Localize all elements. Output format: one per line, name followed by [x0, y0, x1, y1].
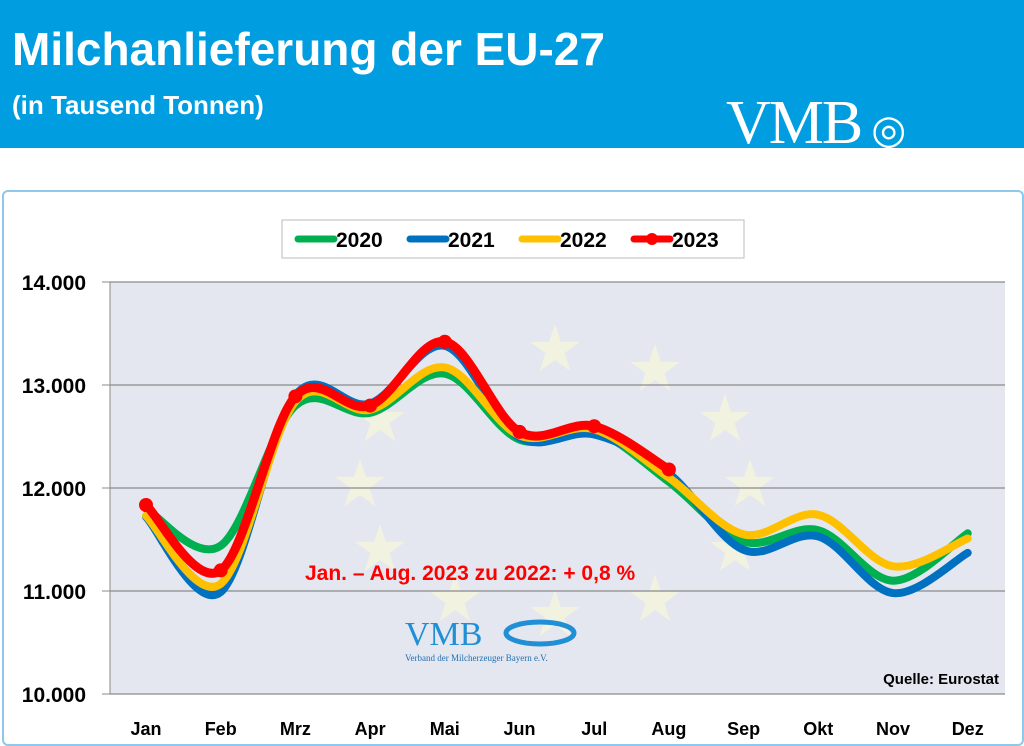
y-tick-label: 10.000	[22, 684, 86, 707]
data-point-2023	[288, 389, 303, 404]
eu-star	[430, 574, 480, 622]
y-tick-label: 12.000	[22, 478, 86, 501]
y-tick-label: 13.000	[22, 375, 86, 398]
annotation: Jan. – Aug. 2023 zu 2022: + 0,8 %	[305, 562, 635, 585]
data-point-2023	[213, 563, 228, 578]
eu-star	[355, 394, 405, 442]
x-tick-label: Nov	[876, 719, 910, 739]
x-tick-label: Dez	[952, 719, 984, 739]
eu-star	[700, 394, 750, 442]
eu-star	[530, 589, 580, 637]
data-point-2023	[587, 419, 602, 434]
x-tick-label: Mrz	[280, 719, 311, 739]
x-tick-label: Apr	[355, 719, 386, 739]
data-point-2023	[512, 424, 527, 439]
legend-label-2022: 2022	[560, 229, 607, 252]
y-tick-label: 11.000	[23, 581, 86, 604]
page-title: Milchanlieferung der EU-27	[12, 23, 606, 75]
eu-star	[530, 324, 580, 372]
eu-star	[630, 574, 680, 622]
data-point-2023	[139, 497, 153, 512]
x-tick-label: Jan	[130, 719, 161, 739]
y-tick-label: 14.000	[22, 272, 86, 295]
eu-star	[725, 459, 775, 507]
eu-star	[630, 344, 680, 392]
watermark-swirl	[503, 619, 577, 647]
watermark-logo: VMB	[405, 616, 482, 653]
x-tick-label: Jul	[581, 719, 607, 739]
data-point-2023	[363, 398, 378, 413]
legend-marker-2023	[646, 233, 658, 245]
data-point-2023	[661, 462, 676, 477]
x-tick-label: Sep	[727, 719, 760, 739]
page-subtitle: (in Tausend Tonnen)	[12, 90, 264, 120]
vmb-logo: VMB ◎	[726, 89, 906, 157]
eu-star	[335, 459, 385, 507]
watermark-subtitle: Verband der Milcherzeuger Bayern e.V.	[405, 653, 548, 663]
x-tick-label: Mai	[430, 719, 460, 739]
header-banner: Milchanlieferung der EU-27 (in Tausend T…	[0, 0, 1024, 157]
x-tick-label: Okt	[803, 719, 833, 739]
x-tick-label: Jun	[503, 719, 535, 739]
data-point-2023	[437, 334, 452, 349]
legend-label-2020: 2020	[336, 229, 383, 252]
legend-label-2021: 2021	[448, 229, 495, 252]
x-tick-label: Aug	[651, 719, 686, 739]
x-tick-label: Feb	[205, 719, 237, 739]
eu-star	[355, 524, 405, 572]
source-note: Quelle: Eurostat	[883, 671, 999, 688]
legend-label-2023: 2023	[672, 229, 719, 252]
